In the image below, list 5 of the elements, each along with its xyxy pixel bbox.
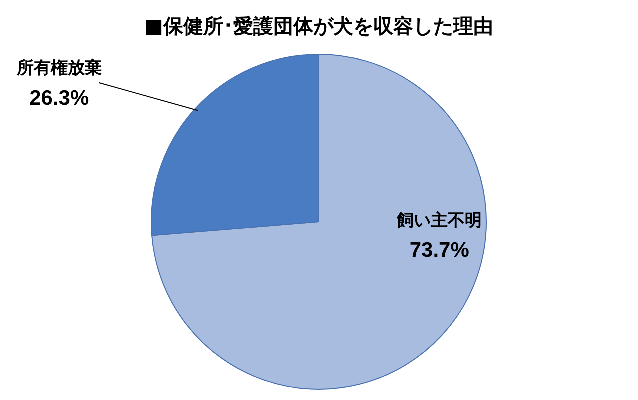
- slice-label: 飼い主不明: [396, 210, 482, 231]
- data-label: 73.7%: [410, 239, 470, 262]
- data-label: 26.3%: [30, 86, 90, 110]
- slice-label: 所有権放棄: [16, 58, 102, 78]
- chart-title: ■保健所･愛護団体が犬を収容した理由: [144, 14, 494, 38]
